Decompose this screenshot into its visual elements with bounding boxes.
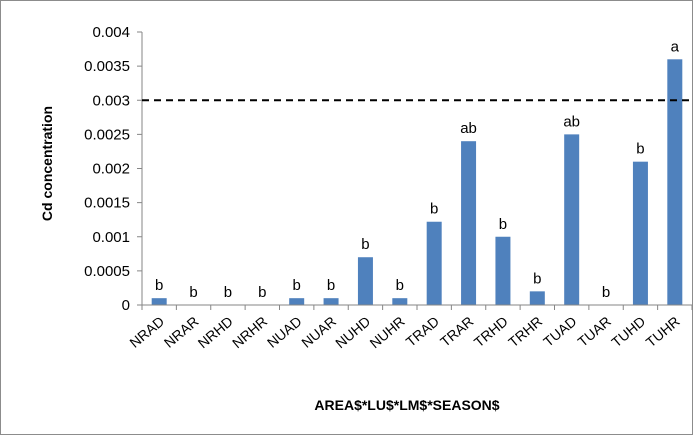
y-tick-label: 0.0015 — [84, 195, 130, 212]
category-label: NRHR — [229, 313, 270, 351]
category-label: NRAD — [126, 313, 167, 351]
data-label: b — [293, 277, 301, 294]
category-label: NUAR — [298, 313, 339, 351]
category-label: NUHD — [332, 313, 373, 351]
data-label: ab — [460, 120, 477, 137]
y-axis-ticks: 0 0.0005 0.001 0.0015 0.002 0.0025 0.003 0.0035… — [84, 24, 693, 314]
data-label: b — [430, 201, 438, 218]
category-label: TRHD — [471, 313, 511, 350]
bar — [392, 298, 408, 305]
bar — [426, 221, 442, 305]
y-tick-label: 0.0025 — [84, 126, 130, 143]
data-label: b — [533, 270, 541, 287]
y-tick-label: 0.0035 — [84, 58, 130, 75]
bar — [529, 291, 545, 305]
data-label: b — [602, 284, 610, 301]
bar — [632, 161, 648, 305]
category-label: TUHD — [608, 313, 648, 350]
y-tick-label: 0.002 — [92, 161, 130, 178]
bar — [564, 134, 580, 305]
category-label: NUHR — [366, 313, 407, 351]
category-label: NRHD — [195, 313, 236, 351]
y-tick-label: 0 — [122, 297, 130, 314]
category-label: TUAD — [540, 313, 579, 350]
data-label: b — [327, 277, 335, 294]
category-label: TRAR — [437, 313, 476, 350]
bar — [461, 141, 477, 305]
bar — [151, 298, 167, 305]
y-axis-title: Cd concentration — [39, 106, 55, 221]
category-label: TUHR — [643, 313, 683, 350]
data-labels: b b b b b b b b b ab b b ab b b a — [155, 38, 680, 301]
category-label: NRAR — [161, 313, 202, 351]
data-label: ab — [563, 113, 580, 130]
data-label: b — [361, 236, 369, 253]
data-label: b — [258, 284, 266, 301]
bars — [151, 59, 683, 305]
data-label: b — [155, 277, 163, 294]
category-label: TRHR — [505, 313, 545, 350]
y-tick-label: 0.004 — [92, 24, 130, 41]
bar — [323, 298, 339, 305]
x-axis-title: AREA$*LU$*LM$*SEASON$ — [314, 397, 499, 413]
bar — [289, 298, 305, 305]
bar — [495, 236, 511, 305]
y-tick-label: 0.0005 — [84, 263, 130, 280]
data-label: b — [499, 216, 507, 233]
data-label: b — [189, 284, 197, 301]
data-label: a — [671, 38, 680, 55]
bar — [357, 257, 373, 305]
bar — [667, 59, 683, 305]
category-labels: NRADNRARNRHDNRHRNUADNUARNUHDNUHRTRADTRAR… — [126, 313, 682, 351]
category-label: TUAR — [575, 313, 614, 350]
data-label: b — [636, 141, 644, 158]
y-tick-label: 0.001 — [92, 229, 130, 246]
data-label: b — [224, 284, 232, 301]
y-tick-label: 0.003 — [92, 92, 130, 109]
category-label: TRAD — [403, 313, 442, 350]
category-label: NUAD — [264, 313, 305, 351]
data-label: b — [396, 277, 404, 294]
